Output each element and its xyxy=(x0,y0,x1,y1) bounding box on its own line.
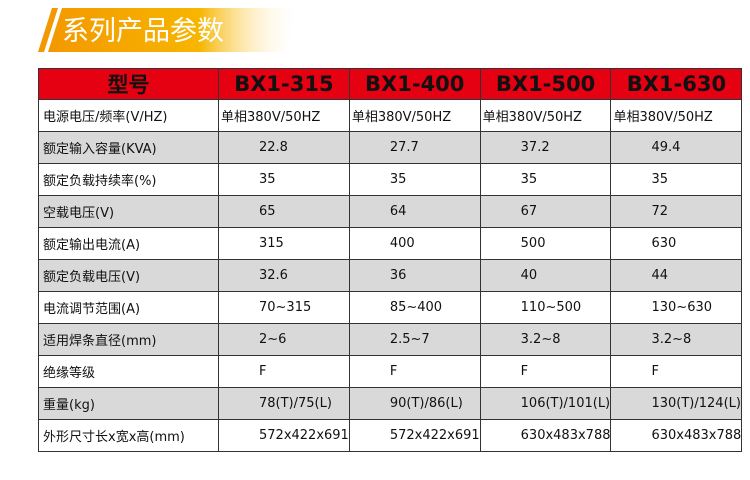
row-label: 额定负载持续率(%) xyxy=(38,163,219,196)
cell: F xyxy=(610,355,743,388)
cell: 72 xyxy=(610,195,743,228)
cell: 106(T)/101(L) xyxy=(479,387,612,420)
cell: 630x483x788 xyxy=(479,419,612,452)
row: 额定输入容量(KVA) 22.8 27.7 37.2 49.4 xyxy=(38,131,743,164)
cell: 37.2 xyxy=(479,131,612,164)
row: 电流调节范围(A) 70~315 85~400 110~500 130~630 xyxy=(38,291,743,324)
cell: 44 xyxy=(610,259,743,292)
cell: F xyxy=(479,355,612,388)
cell: 85~400 xyxy=(348,291,481,324)
cell: 70~315 xyxy=(218,291,350,324)
header-cell: BX1-400 xyxy=(348,68,481,100)
cell: 单相380V/50HZ xyxy=(610,99,743,132)
cell: 315 xyxy=(218,227,350,260)
row: 额定输出电流(A) 315 400 500 630 xyxy=(38,227,743,260)
cell: 2.5~7 xyxy=(348,323,481,356)
cell: 500 xyxy=(479,227,612,260)
row: 额定负载电压(V) 32.6 36 40 44 xyxy=(38,259,743,292)
row-label: 额定输入容量(KVA) xyxy=(38,131,219,164)
cell: 单相380V/50HZ xyxy=(479,99,612,132)
header-cell: BX1-630 xyxy=(610,68,743,100)
cell: 36 xyxy=(348,259,481,292)
cell: 630 xyxy=(610,227,743,260)
spec-table: 型号 BX1-315 BX1-400 BX1-500 BX1-630 电源电压/频率(V/… xyxy=(38,68,743,452)
cell: 400 xyxy=(348,227,481,260)
cell: 32.6 xyxy=(218,259,350,292)
slash xyxy=(38,8,58,52)
cell: 572x422x691 xyxy=(218,419,350,452)
cell: 35 xyxy=(610,163,743,196)
cell: 130~630 xyxy=(610,291,743,324)
cell: 2~6 xyxy=(218,323,350,356)
cell: 110~500 xyxy=(479,291,612,324)
row: 电源电压/频率(V/HZ) 单相380V/50HZ 单相380V/50HZ 单相380… xyxy=(38,99,743,132)
banner-bar xyxy=(48,8,300,52)
cell: 630x483x788 xyxy=(610,419,743,452)
cell: 单相380V/50HZ xyxy=(218,99,350,132)
row: 适用焊条直径(mm) 2~6 2.5~7 3.2~8 3.2~8 xyxy=(38,323,743,356)
row: 空载电压(V) 65 64 67 72 xyxy=(38,195,743,228)
cell: 3.2~8 xyxy=(479,323,612,356)
row-label: 电流调节范围(A) xyxy=(38,291,219,324)
cell: 3.2~8 xyxy=(610,323,743,356)
row: 额定负载持续率(%) 35 35 35 35 xyxy=(38,163,743,196)
banner-title: 系列产品参数 xyxy=(62,16,224,47)
row-label: 适用焊条直径(mm) xyxy=(38,323,219,356)
header-cell: BX1-315 xyxy=(218,68,350,100)
cell: 27.7 xyxy=(348,131,481,164)
cell: 64 xyxy=(348,195,481,228)
row-label: 额定负载电压(V) xyxy=(38,259,219,292)
row: 外形尺寸长x宽x高(mm) 572x422x691 572x422x691 630x4… xyxy=(38,419,743,452)
cell: 35 xyxy=(348,163,481,196)
cell: 单相380V/50HZ xyxy=(348,99,481,132)
cell: 78(T)/75(L) xyxy=(218,387,350,420)
cell: 130(T)/124(L) xyxy=(610,387,743,420)
cell: F xyxy=(348,355,481,388)
header-cell: 型号 xyxy=(38,68,219,100)
row: 重量(kg) 78(T)/75(L) 90(T)/86(L) 106(T)/101(L… xyxy=(38,387,743,420)
row: 绝缘等级 F F F F xyxy=(38,355,743,388)
cell: F xyxy=(218,355,350,388)
cell: 67 xyxy=(479,195,612,228)
row-label: 电源电压/频率(V/HZ) xyxy=(38,99,219,132)
cell: 35 xyxy=(218,163,350,196)
cell: 49.4 xyxy=(610,131,743,164)
cell: 90(T)/86(L) xyxy=(348,387,481,420)
cell: 65 xyxy=(218,195,350,228)
cell: 40 xyxy=(479,259,612,292)
cell: 35 xyxy=(479,163,612,196)
row-label: 重量(kg) xyxy=(38,387,219,420)
row-label: 外形尺寸长x宽x高(mm) xyxy=(38,419,219,452)
row-label: 额定输出电流(A) xyxy=(38,227,219,260)
header-row: 型号 BX1-315 BX1-400 BX1-500 BX1-630 xyxy=(38,68,743,100)
header-cell: BX1-500 xyxy=(479,68,612,100)
row-label: 绝缘等级 xyxy=(38,355,219,388)
row-label: 空载电压(V) xyxy=(38,195,219,228)
cell: 22.8 xyxy=(218,131,350,164)
cell: 572x422x691 xyxy=(348,419,481,452)
banner: 系列产品参数 xyxy=(38,8,300,52)
